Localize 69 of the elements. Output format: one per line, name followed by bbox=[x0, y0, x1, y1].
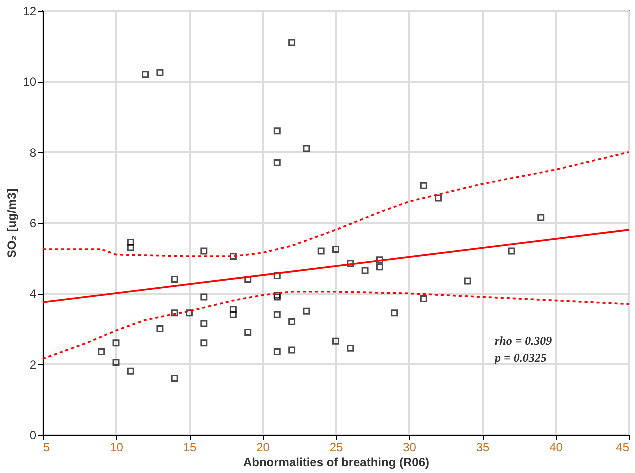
y-tick-label: 12 bbox=[23, 4, 37, 18]
x-tick-label: 30 bbox=[403, 440, 417, 454]
point bbox=[142, 71, 150, 78]
point bbox=[200, 340, 208, 347]
point bbox=[288, 39, 296, 46]
point bbox=[376, 256, 384, 264]
x-tick-label: 40 bbox=[550, 440, 564, 454]
point bbox=[274, 272, 281, 280]
y-axis-title: SO₂ [ug/m3] bbox=[5, 188, 20, 258]
point bbox=[230, 253, 237, 260]
point bbox=[112, 359, 120, 366]
x-tick-label: 45 bbox=[616, 440, 630, 454]
point bbox=[347, 344, 354, 352]
point bbox=[508, 248, 516, 255]
x-axis-title: Abnormalities of breathing (R06) bbox=[243, 456, 430, 470]
point bbox=[274, 348, 281, 356]
point bbox=[230, 306, 237, 314]
point bbox=[420, 295, 428, 302]
point bbox=[98, 348, 106, 356]
point bbox=[230, 311, 237, 318]
point bbox=[332, 338, 340, 345]
point bbox=[435, 194, 442, 202]
point bbox=[347, 260, 354, 268]
point bbox=[303, 308, 310, 315]
point bbox=[376, 264, 384, 271]
y-tick-label: 10 bbox=[23, 75, 37, 90]
point bbox=[274, 292, 281, 299]
x-tick-label: 25 bbox=[330, 440, 344, 454]
point bbox=[171, 374, 178, 382]
y-tick-label: 6 bbox=[30, 216, 37, 230]
y-tick-label: 2 bbox=[30, 358, 37, 372]
point bbox=[318, 248, 325, 255]
y-tick-label: 8 bbox=[30, 146, 37, 160]
x-tick-label: 10 bbox=[110, 440, 124, 454]
point bbox=[274, 294, 281, 301]
point bbox=[171, 276, 178, 284]
x-tick-label: 5 bbox=[44, 440, 50, 454]
annotation: rho = 0.309 bbox=[495, 334, 552, 348]
point bbox=[156, 326, 164, 332]
point bbox=[391, 310, 398, 317]
point bbox=[112, 340, 120, 347]
point bbox=[156, 69, 164, 76]
point bbox=[274, 128, 281, 135]
point bbox=[127, 368, 134, 375]
point bbox=[288, 318, 296, 326]
point bbox=[288, 346, 296, 354]
point bbox=[538, 214, 545, 222]
point bbox=[274, 311, 281, 318]
y-tick-label: 4 bbox=[30, 287, 37, 302]
point bbox=[186, 310, 193, 317]
point bbox=[200, 320, 208, 328]
x-tick-label: 15 bbox=[183, 440, 197, 454]
point bbox=[171, 310, 178, 317]
point bbox=[200, 248, 208, 255]
point bbox=[200, 294, 208, 301]
point bbox=[244, 276, 252, 284]
point bbox=[464, 278, 472, 285]
point bbox=[362, 267, 369, 274]
x-tick-label: 20 bbox=[256, 440, 270, 454]
point bbox=[274, 159, 281, 166]
annotation: p = 0.0325 bbox=[494, 351, 547, 365]
point bbox=[244, 329, 252, 336]
point bbox=[332, 246, 340, 253]
y-tick-label: 0 bbox=[30, 428, 37, 442]
point bbox=[127, 244, 134, 252]
point bbox=[127, 238, 134, 246]
point bbox=[420, 182, 428, 190]
point bbox=[303, 145, 310, 152]
x-tick-label: 35 bbox=[476, 440, 490, 454]
